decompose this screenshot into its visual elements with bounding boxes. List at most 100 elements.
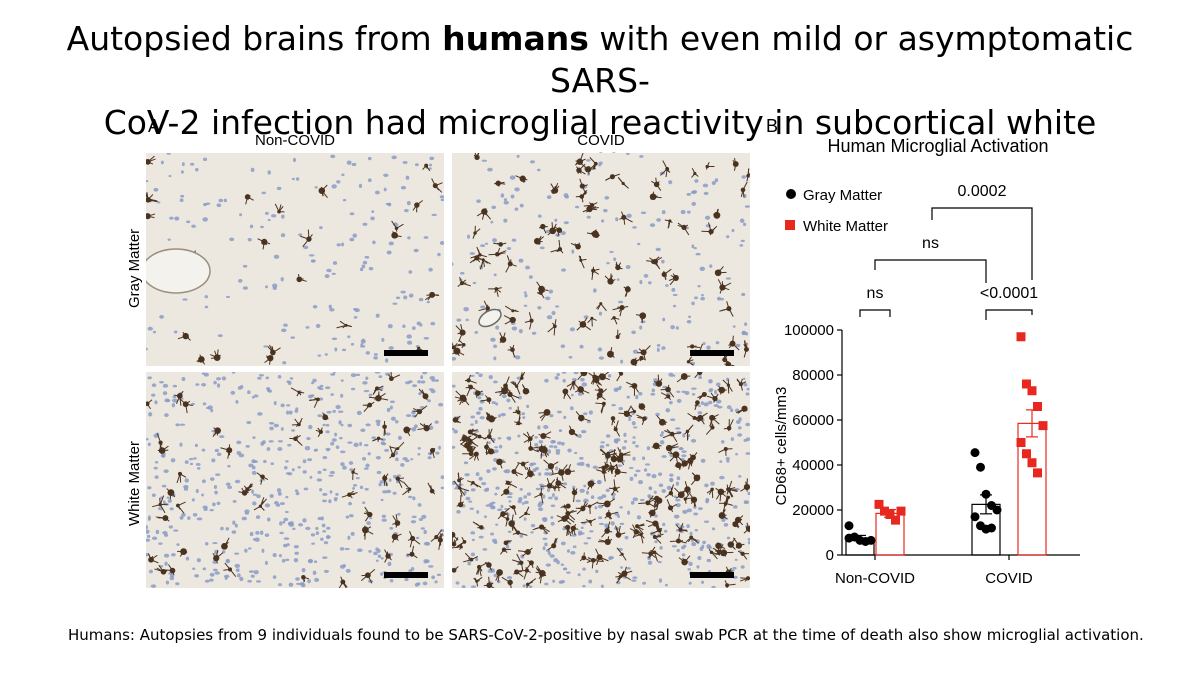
nucleus [606,261,610,265]
microglia [687,457,694,470]
nucleus [381,514,387,519]
nucleus [280,277,284,282]
nucleus [656,218,662,222]
nucleus [747,491,750,496]
nucleus [550,440,556,444]
nucleus [385,358,389,363]
microglia [634,530,645,544]
nucleus [482,548,488,551]
nucleus [201,448,206,452]
nucleus [252,501,257,506]
nucleus [625,265,631,270]
nucleus [212,568,218,572]
nucleus [234,479,241,484]
microglia [253,497,267,511]
nucleus [408,293,414,298]
microglia [503,540,512,546]
nucleus [288,410,293,415]
microglia [651,177,662,191]
nucleus [653,490,657,494]
nucleus [236,573,241,578]
nucleus [675,427,681,430]
nucleus [670,325,676,330]
data-point [970,512,980,522]
nucleus [400,463,405,467]
nucleus [691,387,697,390]
nucleus [621,446,627,450]
nucleus [203,372,209,377]
row-label-gray-matter: Gray Matter [126,228,143,308]
nucleus [553,445,558,449]
nucleus [626,213,632,218]
nucleus [230,390,236,395]
nucleus [631,421,636,426]
nucleus [467,561,471,566]
nucleus [745,392,750,396]
significance-bracket [931,207,1033,280]
nucleus [428,565,434,568]
nucleus [420,380,426,384]
nucleus [377,554,382,558]
nucleus [406,340,413,345]
nucleus [461,585,466,588]
nucleus [687,568,692,571]
nucleus [267,218,271,222]
nucleus [735,343,741,348]
nucleus [681,553,686,557]
micrograph-covid-gray [452,153,750,366]
nucleus [500,412,506,417]
nucleus [273,400,277,406]
microglia [733,537,745,549]
microglia [274,203,285,214]
nucleus [742,222,747,226]
nucleus [353,308,358,311]
microglia [594,384,604,400]
nucleus [368,549,372,553]
nucleus [625,153,630,155]
significance-label: ns [867,285,884,302]
nucleus [618,300,624,304]
nucleus [646,473,651,477]
microglia [665,443,679,454]
microglia [452,415,461,424]
microglia [525,578,537,588]
microglia [615,329,621,340]
nucleus [494,492,498,496]
nucleus [536,168,541,172]
nucleus [542,518,548,523]
microglia [454,339,466,349]
nucleus [632,456,636,461]
nucleus [549,413,554,418]
nucleus [744,322,748,326]
nucleus [397,435,402,441]
nucleus [406,334,412,339]
nucleus [347,441,353,444]
nucleus [195,167,199,172]
nucleus [744,205,750,208]
nucleus [365,351,371,355]
microglia [736,405,748,414]
nucleus [569,327,575,332]
microglia [488,247,507,257]
nucleus [454,487,459,490]
nucleus [493,344,498,349]
nucleus [561,268,567,272]
microglia [610,416,616,426]
nucleus [528,585,533,588]
nucleus [314,186,318,189]
nucleus [470,374,475,377]
nucleus [150,584,157,588]
microglia [508,514,517,532]
nucleus [582,412,588,416]
microglia [503,315,516,325]
nucleus [313,560,318,564]
nucleus [598,311,603,316]
nucleus [299,582,305,586]
nucleus [693,246,697,250]
microglia [464,374,477,384]
nucleus [359,267,364,272]
nucleus [322,556,328,559]
nucleus [251,489,255,494]
microglia [596,302,607,312]
nucleus [524,293,528,298]
